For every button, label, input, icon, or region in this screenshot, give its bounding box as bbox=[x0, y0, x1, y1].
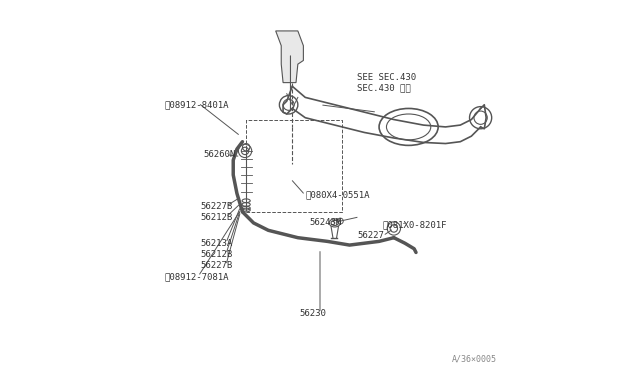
Text: ⓝ08912-7081A: ⓝ08912-7081A bbox=[165, 272, 229, 281]
Text: 56227B: 56227B bbox=[200, 202, 232, 211]
Text: 56213A: 56213A bbox=[200, 239, 232, 248]
Text: 56243M: 56243M bbox=[309, 218, 341, 227]
Text: 56227: 56227 bbox=[357, 231, 384, 240]
Text: 56260N: 56260N bbox=[204, 150, 236, 159]
Text: ⓝ08912-8401A: ⓝ08912-8401A bbox=[165, 100, 229, 109]
Text: 56227B: 56227B bbox=[200, 261, 232, 270]
Text: 56212B: 56212B bbox=[200, 213, 232, 222]
Text: 56212B: 56212B bbox=[200, 250, 232, 259]
PathPatch shape bbox=[276, 31, 303, 83]
Text: Ⓑ080X4-0551A: Ⓑ080X4-0551A bbox=[305, 191, 370, 200]
Text: A/36×0005: A/36×0005 bbox=[452, 354, 497, 363]
Text: SEE SEC.430
SEC.430 参照: SEE SEC.430 SEC.430 参照 bbox=[357, 73, 416, 92]
Text: Ⓑ081X0-8201F: Ⓑ081X0-8201F bbox=[383, 220, 447, 229]
Text: 56230: 56230 bbox=[300, 309, 326, 318]
